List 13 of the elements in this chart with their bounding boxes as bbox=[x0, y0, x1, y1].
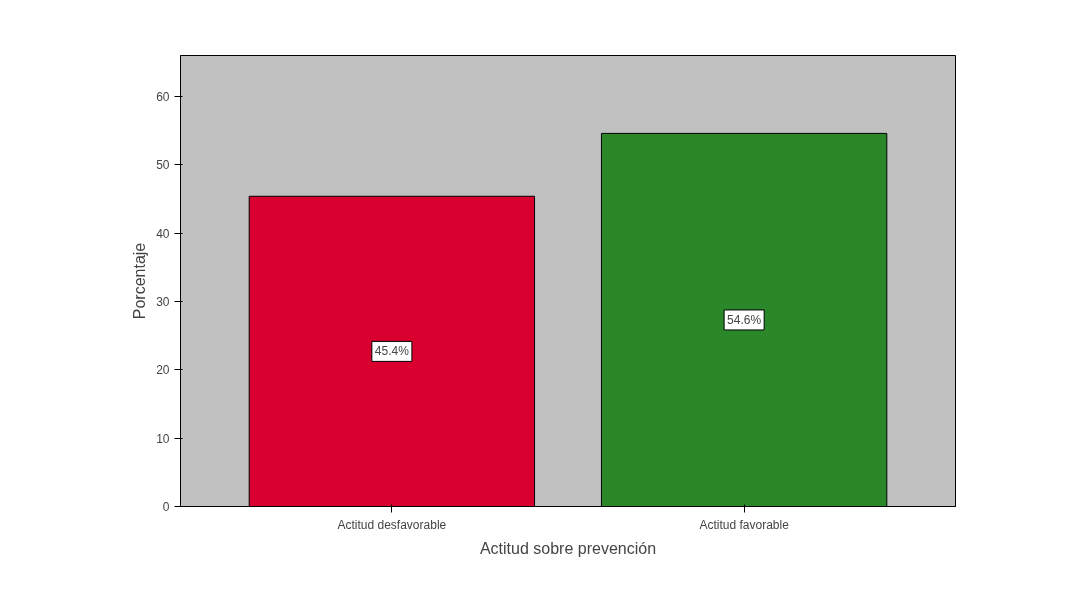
y-tick-label: 20 bbox=[156, 363, 170, 378]
y-tick-label: 50 bbox=[156, 158, 170, 173]
x-tick-label: Actitud favorable bbox=[699, 517, 790, 532]
data-label: 54.6% bbox=[727, 312, 762, 327]
y-tick-label: 30 bbox=[156, 295, 170, 309]
y-tick-label: 60 bbox=[156, 90, 170, 104]
y-tick-label: 40 bbox=[156, 226, 170, 241]
x-axis-title: Actitud sobre prevención bbox=[479, 539, 657, 557]
y-axis-title: Porcentaje bbox=[131, 242, 149, 320]
x-tick-label: Actitud desfavorable bbox=[337, 517, 447, 532]
y-tick-label: 10 bbox=[156, 431, 170, 446]
y-tick-label: 0 bbox=[162, 500, 170, 514]
data-label: 45.4% bbox=[374, 344, 410, 359]
